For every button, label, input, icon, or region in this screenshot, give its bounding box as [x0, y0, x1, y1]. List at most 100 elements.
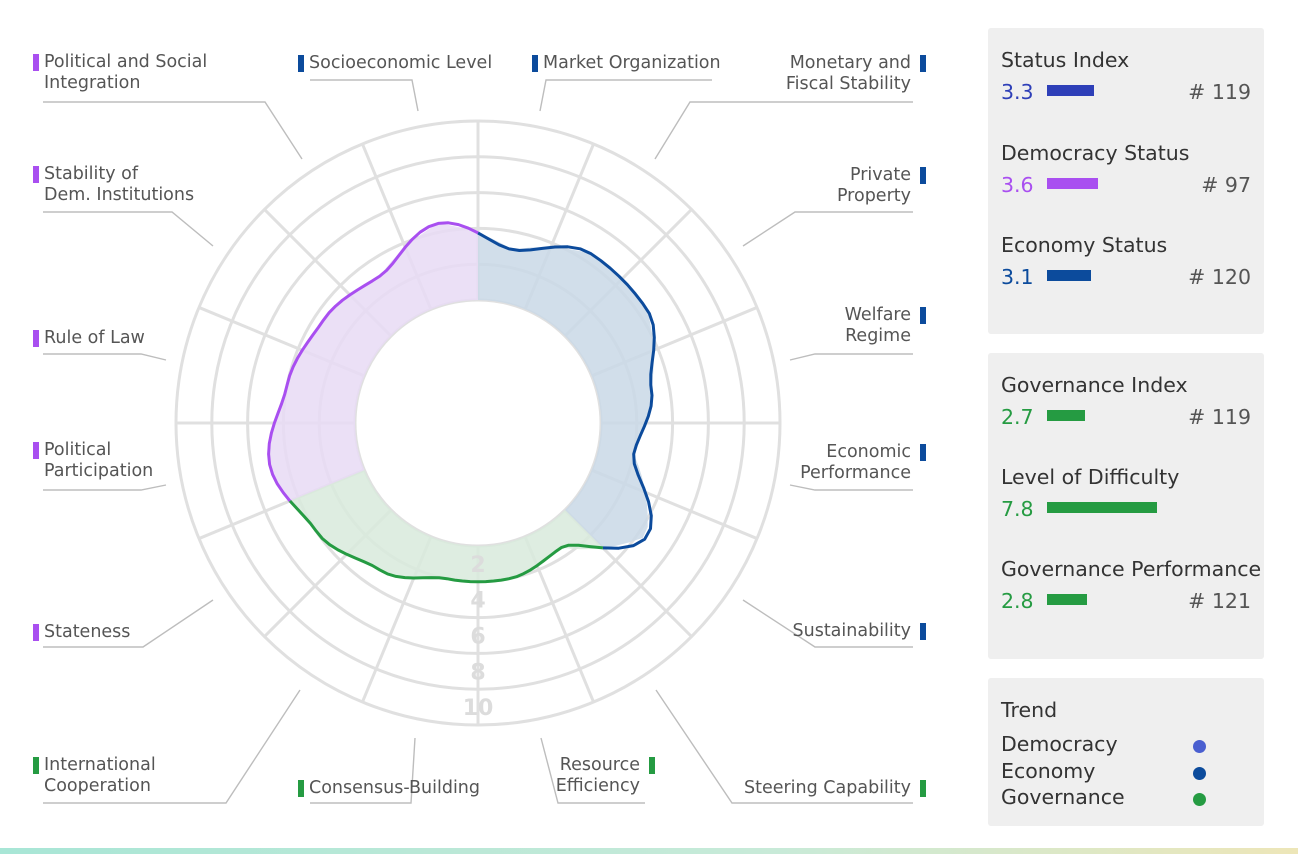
- trend-dot-icon: [1193, 793, 1206, 806]
- group-marker: [920, 780, 926, 797]
- leader-line: [789, 484, 913, 491]
- leader-line: [43, 101, 303, 160]
- score-areas: [269, 223, 654, 582]
- ring-label: 8: [470, 660, 485, 685]
- trend-governance[interactable]: Governance: [1001, 785, 1211, 809]
- leader-line: [539, 79, 712, 112]
- trend-dot-icon: [1193, 767, 1206, 780]
- leader-line: [310, 737, 416, 804]
- stat-bar: [1047, 85, 1094, 96]
- group-marker: [920, 55, 926, 72]
- stat-bar: [1047, 502, 1157, 513]
- area-democracy: [269, 223, 478, 501]
- democracy-status[interactable]: Democracy Status 3.6 # 97: [1001, 141, 1251, 197]
- stat-name: Level of Difficulty: [1001, 465, 1180, 489]
- governance-index[interactable]: Governance Index 2.7 # 119: [1001, 373, 1251, 429]
- group-marker: [33, 166, 39, 183]
- trend-dot-icon: [1193, 740, 1206, 753]
- governance-performance[interactable]: Governance Performance 2.8 # 121: [1001, 557, 1262, 613]
- leader-line: [742, 599, 913, 648]
- status-index[interactable]: Status Index 3.3 # 119: [1001, 48, 1251, 104]
- group-marker: [33, 54, 39, 71]
- economy-status[interactable]: Economy Status 3.1 # 120: [1001, 233, 1251, 289]
- axis-label-welfare-regime[interactable]: Welfare Regime: [845, 305, 926, 347]
- stat-name: Governance Index: [1001, 373, 1188, 397]
- trend-economy[interactable]: Economy: [1001, 759, 1211, 783]
- leader-line: [742, 211, 913, 247]
- grid-ring: [353, 298, 603, 548]
- axis-label-stateness[interactable]: Stateness: [33, 622, 130, 643]
- leader-line: [43, 599, 214, 648]
- trend-democracy[interactable]: Democracy: [1001, 732, 1211, 756]
- group-marker: [920, 307, 926, 324]
- axis-label-market-organization[interactable]: Market Organization: [532, 53, 721, 74]
- governance-panel: Governance Index 2.7 # 119 Level of Diff…: [988, 353, 1264, 659]
- stat-value: 3.3: [1001, 80, 1034, 104]
- stat-value: 2.7: [1001, 405, 1034, 429]
- score-outlines: [267, 221, 656, 584]
- axis-label-steering-capability[interactable]: Steering Capability: [744, 778, 926, 799]
- leader-line: [655, 689, 913, 804]
- axis-label-sustainability[interactable]: Sustainability: [793, 621, 926, 642]
- axis-label-socioeconomic-level[interactable]: Socioeconomic Level: [298, 53, 492, 74]
- stat-value: 3.6: [1001, 173, 1034, 197]
- group-marker: [33, 624, 39, 641]
- axis-label-monetary-fiscal-stability[interactable]: Monetary and Fiscal Stability: [786, 53, 926, 95]
- leader-line: [310, 79, 419, 112]
- trend-label: Economy: [1001, 759, 1096, 783]
- stat-rank: # 119: [1188, 80, 1251, 104]
- level-of-difficulty[interactable]: Level of Difficulty 7.8: [1001, 465, 1251, 521]
- ring-label: 10: [463, 696, 494, 721]
- group-marker: [33, 330, 39, 347]
- stat-name: Governance Performance: [1001, 557, 1262, 581]
- ring-label: 6: [470, 625, 485, 650]
- radar-chart: 2 4 6 8 10: [43, 79, 913, 804]
- axis-label-political-social-integration[interactable]: Political and Social Integration: [33, 52, 207, 94]
- stat-name: Status Index: [1001, 48, 1130, 72]
- stat-bar: [1047, 178, 1098, 189]
- status-panel: Status Index 3.3 # 119 Democracy Status …: [988, 28, 1264, 334]
- area-economy: [478, 232, 654, 548]
- ring-label: 2: [470, 553, 485, 578]
- stat-rank: # 119: [1188, 405, 1251, 429]
- axis-label-political-participation[interactable]: Political Participation: [33, 440, 153, 482]
- stat-rank: # 121: [1188, 589, 1251, 613]
- group-marker: [33, 757, 39, 774]
- axis-label-international-cooperation[interactable]: International Cooperation: [33, 755, 156, 797]
- stat-name: Democracy Status: [1001, 141, 1190, 165]
- bottom-divider: [0, 848, 1298, 854]
- axis-label-consensus-building[interactable]: Consensus-Building: [298, 778, 480, 799]
- stat-bar: [1047, 594, 1087, 605]
- stat-value: 2.8: [1001, 589, 1034, 613]
- group-marker: [920, 623, 926, 640]
- leader-line: [540, 737, 645, 804]
- leader-line: [43, 211, 214, 247]
- ring-labels: 2 4 6 8 10: [463, 553, 494, 721]
- leader-line: [43, 689, 301, 804]
- stat-value: 7.8: [1001, 497, 1034, 521]
- outline-governance: [288, 499, 604, 584]
- group-marker: [33, 442, 39, 459]
- axis-label-economic-performance[interactable]: Economic Performance: [800, 442, 926, 484]
- leader-line: [789, 353, 913, 361]
- trend-label: Democracy: [1001, 732, 1118, 756]
- group-marker: [298, 55, 304, 72]
- group-marker: [298, 780, 304, 797]
- stat-rank: # 97: [1201, 173, 1251, 197]
- group-marker: [920, 167, 926, 184]
- group-marker: [920, 444, 926, 461]
- axis-label-resource-efficiency[interactable]: Resource Efficiency: [556, 755, 655, 797]
- axis-label-rule-of-law[interactable]: Rule of Law: [33, 328, 145, 349]
- group-marker: [649, 757, 655, 774]
- leader-line: [43, 353, 167, 361]
- stat-value: 3.1: [1001, 265, 1034, 289]
- leader-line: [43, 484, 167, 491]
- axis-label-stability-dem-institutions[interactable]: Stability of Dem. Institutions: [33, 164, 194, 206]
- stat-name: Economy Status: [1001, 233, 1168, 257]
- stat-rank: # 120: [1188, 265, 1251, 289]
- leader-line: [654, 101, 913, 160]
- group-marker: [532, 55, 538, 72]
- axis-label-private-property[interactable]: Private Property: [837, 165, 926, 207]
- leader-lines: [43, 79, 913, 804]
- outline-economy: [477, 231, 656, 550]
